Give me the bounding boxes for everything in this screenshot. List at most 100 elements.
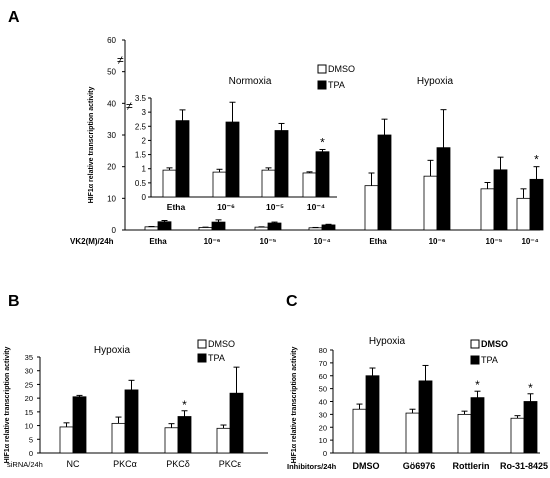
panel-a-y-tick-label-2: 20: [107, 163, 116, 172]
panel-a-category-6: 10⁻⁵: [486, 237, 503, 246]
inset-bar-tpa-0: [175, 120, 190, 198]
panel-a-legend-label-1: TPA: [328, 80, 345, 90]
panel-a-y-tick-label-3: 30: [107, 131, 116, 140]
panel-a-bar-tpa-0: [157, 221, 172, 231]
panel-b-xlabel: siRNA/24h: [7, 460, 43, 469]
panel-a-category-7: 10⁻⁴: [521, 237, 538, 246]
inset-bar-dmso-0: [162, 169, 177, 198]
panel-c-y-tick-label-3: 30: [319, 410, 327, 419]
panel-b-y-tick-label-1: 5: [29, 435, 33, 444]
panel-a-bar-tpa-1: [211, 221, 226, 231]
panel-a-category-1: 10⁻⁶: [204, 237, 221, 246]
panel-a-bar-dmso-2: [254, 226, 269, 231]
panel-a-category-4: Etha: [369, 237, 387, 246]
panel-a-bar-dmso-7: [516, 197, 531, 231]
panel-a-y-tick-label-4: 40: [107, 99, 116, 108]
inset-bar-dmso-1: [212, 171, 227, 198]
panel-c-bar-dmso-1: [405, 412, 420, 454]
inset-bar-dmso-3: [302, 172, 317, 198]
panel-b-y-tick-label-7: 35: [25, 353, 33, 362]
panel-a-bar-tpa-4: [377, 134, 392, 231]
panel-b-legend-swatch-1: [197, 353, 207, 363]
panel-b-bar-dmso-1: [111, 422, 126, 454]
panel-b-legend-label-1: TPA: [208, 353, 225, 363]
panel-b-category-2: PKCδ: [166, 459, 190, 469]
panel-a-category-2: 10⁻⁵: [260, 237, 277, 246]
panel-a-xlabel: VK2(M)/24h: [70, 237, 114, 246]
panel-a-label: A: [8, 9, 20, 26]
panel-b-bar-tpa-1: [124, 389, 139, 454]
panel-b-bar-dmso-2: [164, 427, 179, 454]
inset-category-3: 10⁻⁴: [307, 202, 325, 212]
panel-c-y-tick-label-6: 60: [319, 372, 327, 381]
panel-a-y-tick-label-1: 10: [107, 194, 116, 203]
panel-c-bar-dmso-3: [510, 417, 525, 454]
panel-c-bar-tpa-3: [523, 401, 538, 454]
panel-b-bar-tpa-0: [72, 396, 87, 454]
panel-b-category-3: PKCε: [219, 459, 242, 469]
panel-a-legend-label-0: DMSO: [328, 64, 355, 74]
panel-b-label: B: [8, 293, 20, 310]
panel-c-label: C: [286, 293, 298, 310]
panel-c-title: Hypoxia: [369, 336, 406, 347]
inset-y-tick-label-7: 3.5: [135, 94, 147, 103]
panel-c-bar-tpa-1: [418, 380, 433, 454]
panel-c-bar-tpa-0: [365, 375, 380, 454]
panel-a-y-tick-label-6: 60: [107, 36, 116, 45]
panel-b-bar-dmso-3: [216, 427, 231, 454]
panel-a-bar-tpa-2: [267, 222, 282, 231]
panel-b-chart: B HIF1α relative transcription activity 0 5…: [4, 293, 268, 469]
panel-a-bar-dmso-4: [364, 185, 379, 231]
panel-a-ylabel: HIF1α relative transcription activity: [88, 87, 95, 204]
panel-a-group-title-1: Hypoxia: [417, 76, 454, 87]
panel-b-y-tick-label-2: 10: [25, 422, 33, 431]
inset-y-tick-label-6: 3: [142, 108, 147, 117]
panel-a-bar-dmso-0: [144, 226, 159, 231]
inset-significance-star-3: *: [320, 135, 325, 149]
inset-y-tick-label-5: 2.5: [135, 122, 147, 131]
inset-y-tick-label-3: 1.5: [135, 151, 147, 160]
panel-c-legend-label-0: DMSO: [481, 339, 508, 349]
panel-b-bar-tpa-2: [177, 416, 192, 454]
panel-a-category-5: 10⁻⁶: [429, 237, 446, 246]
panel-a-bar-dmso-6: [480, 188, 495, 231]
panel-a-bar-dmso-1: [198, 227, 213, 231]
panel-b-legend-swatch-0: [197, 339, 207, 349]
panel-a-y-tick-label-0: 0: [112, 226, 117, 235]
panel-b-category-0: NC: [67, 459, 80, 469]
panel-b-category-1: PKCα: [113, 459, 137, 469]
panel-a-y-tick-label-5: 50: [107, 68, 116, 77]
inset-axis-break: ≠: [126, 99, 133, 113]
panel-a-significance-star-7: *: [534, 153, 539, 167]
panel-b-significance-star-2: *: [182, 398, 187, 412]
panel-b-y-tick-label-0: 0: [29, 449, 33, 458]
inset-bar-tpa-1: [225, 121, 240, 198]
panel-c-y-tick-label-4: 40: [319, 398, 327, 407]
panel-a-group-title-0: Normoxia: [229, 76, 272, 87]
panel-c-legend-label-1: TPA: [481, 355, 498, 365]
panel-c-y-tick-label-2: 20: [319, 423, 327, 432]
panel-a-bar-tpa-6: [493, 169, 508, 231]
panel-c-y-tick-label-8: 80: [319, 346, 327, 355]
inset-y-tick-label-2: 1: [142, 165, 147, 174]
panel-c-significance-star-3: *: [528, 381, 533, 395]
panel-b-y-tick-label-6: 30: [25, 367, 33, 376]
inset-y-tick-label-4: 2: [142, 136, 147, 145]
panel-a-axis-break: ≠: [117, 53, 124, 67]
panel-c-significance-star-2: *: [475, 378, 480, 392]
panel-c-xlabel: Inhibitors/24h: [287, 462, 337, 471]
panel-c-legend-swatch-1: [470, 355, 480, 365]
panel-c-category-3: Ro-31-8425: [500, 461, 548, 471]
panel-a-legend-swatch-0: [317, 64, 327, 74]
panel-a-legend-swatch-1: [317, 80, 327, 90]
inset-bar-tpa-3: [315, 151, 330, 198]
panel-b-bar-dmso-0: [59, 426, 74, 454]
panel-c-category-0: DMSO: [353, 461, 380, 471]
panel-a-bar-dmso-3: [308, 227, 323, 231]
panel-b-bar-tpa-3: [229, 392, 244, 454]
panel-c-y-tick-label-0: 0: [323, 449, 327, 458]
panel-a-chart: A HIF1α relative transcription activity 0 1…: [8, 9, 544, 246]
panel-a-category-0: Etha: [149, 237, 167, 246]
panel-b-legend-label-0: DMSO: [208, 339, 235, 349]
inset-category-0: Etha: [167, 202, 186, 212]
